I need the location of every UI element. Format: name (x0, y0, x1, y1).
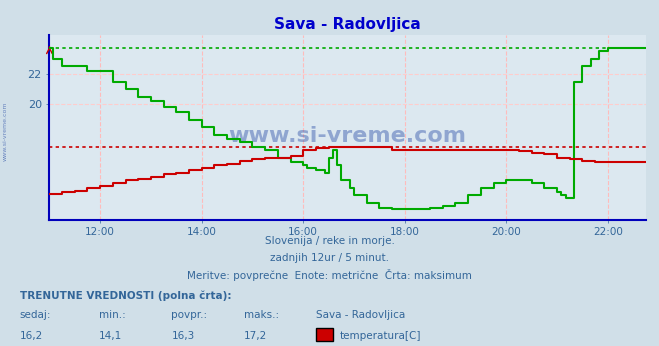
Text: Slovenija / reke in morje.: Slovenija / reke in morje. (264, 236, 395, 246)
Text: 14,1: 14,1 (99, 331, 122, 341)
Text: 16,2: 16,2 (20, 331, 43, 341)
Text: 17,2: 17,2 (244, 331, 267, 341)
Text: povpr.:: povpr.: (171, 310, 208, 320)
Text: Sava - Radovljica: Sava - Radovljica (316, 310, 405, 320)
Text: Meritve: povprečne  Enote: metrične  Črta: maksimum: Meritve: povprečne Enote: metrične Črta:… (187, 268, 472, 281)
Text: 16,3: 16,3 (171, 331, 194, 341)
Text: maks.:: maks.: (244, 310, 279, 320)
Text: TRENUTNE VREDNOSTI (polna črta):: TRENUTNE VREDNOSTI (polna črta): (20, 291, 231, 301)
Text: sedaj:: sedaj: (20, 310, 51, 320)
Title: Sava - Radovljica: Sava - Radovljica (274, 17, 421, 32)
Text: min.:: min.: (99, 310, 126, 320)
Text: zadnjih 12ur / 5 minut.: zadnjih 12ur / 5 minut. (270, 253, 389, 263)
Text: www.si-vreme.com: www.si-vreme.com (3, 102, 8, 161)
Text: www.si-vreme.com: www.si-vreme.com (229, 126, 467, 146)
Text: temperatura[C]: temperatura[C] (339, 331, 421, 341)
